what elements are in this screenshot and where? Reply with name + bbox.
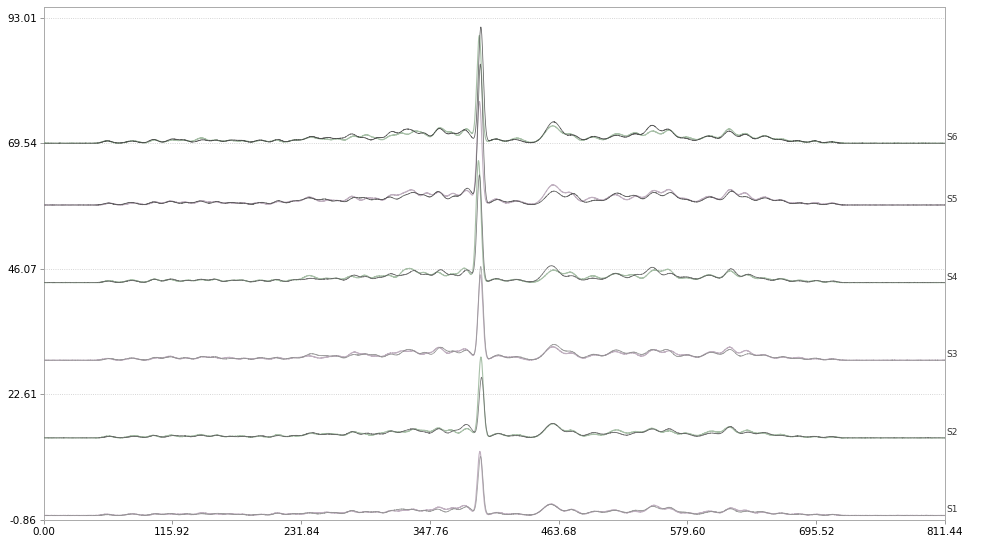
Text: S1: S1 <box>946 505 957 515</box>
Text: S2: S2 <box>946 428 957 437</box>
Text: S3: S3 <box>946 350 957 359</box>
Text: S4: S4 <box>946 273 957 282</box>
Text: S6: S6 <box>946 133 957 142</box>
Text: S5: S5 <box>946 195 957 204</box>
